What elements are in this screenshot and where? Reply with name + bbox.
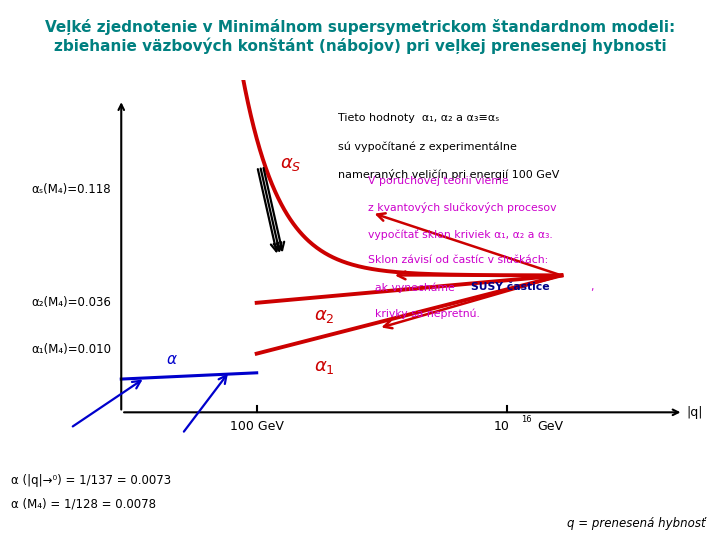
Text: |q|: |q| bbox=[687, 406, 703, 419]
Text: $\alpha_2$: $\alpha_2$ bbox=[314, 307, 335, 326]
Text: $\alpha_S$: $\alpha_S$ bbox=[280, 155, 302, 173]
Text: Tieto hodnoty  α₁, α₂ a α₃≡αₛ: Tieto hodnoty α₁, α₂ a α₃≡αₛ bbox=[338, 113, 500, 123]
Text: q = prenesená hybnosť: q = prenesená hybnosť bbox=[567, 517, 706, 530]
Text: $\alpha_1$: $\alpha_1$ bbox=[314, 359, 335, 376]
Text: α₁(M₄)=0.010: α₁(M₄)=0.010 bbox=[31, 343, 111, 356]
Text: nameraných veličín pri energií 100 GeV: nameraných veličín pri energií 100 GeV bbox=[338, 170, 559, 180]
Text: krivky sa nepretnú.: krivky sa nepretnú. bbox=[369, 309, 480, 319]
Text: GeV: GeV bbox=[538, 420, 564, 433]
Text: 10: 10 bbox=[494, 420, 510, 433]
Text: ak vynecháme: ak vynecháme bbox=[369, 282, 459, 293]
Text: SUSY častice: SUSY častice bbox=[472, 282, 550, 292]
Text: 100 GeV: 100 GeV bbox=[230, 420, 284, 433]
Text: sú vypočítané z experimentálne: sú vypočítané z experimentálne bbox=[338, 141, 517, 152]
Text: $\alpha$: $\alpha$ bbox=[166, 352, 178, 367]
Text: z kvantových slučkových procesov: z kvantových slučkových procesov bbox=[369, 202, 557, 213]
Text: α₂(M₄)=0.036: α₂(M₄)=0.036 bbox=[31, 296, 111, 309]
Text: V poruchovej teórii vieme: V poruchovej teórii vieme bbox=[369, 176, 509, 186]
Text: αₛ(M₄)=0.118: αₛ(M₄)=0.118 bbox=[32, 183, 111, 196]
Text: α (|q|→⁰) = 1/137 = 0.0073: α (|q|→⁰) = 1/137 = 0.0073 bbox=[11, 474, 171, 487]
Text: vypočítať sklon kriviek α₁, α₂ a α₃.: vypočítať sklon kriviek α₁, α₂ a α₃. bbox=[369, 229, 553, 240]
Text: Veļké zjednotenie v Minimálnom supersymetrickom štandardnom modeli:: Veļké zjednotenie v Minimálnom supersyme… bbox=[45, 19, 675, 35]
Text: 16: 16 bbox=[521, 415, 531, 424]
Text: ,: , bbox=[590, 282, 594, 292]
Text: zbiehanie väzbových konštánt (nábojov) pri veļkej prenesenej hybnosti: zbiehanie väzbových konštánt (nábojov) p… bbox=[54, 38, 666, 55]
Text: α (M₄) = 1/128 = 0.0078: α (M₄) = 1/128 = 0.0078 bbox=[11, 497, 156, 510]
Text: Sklon závisí od častíc v slučkách:: Sklon závisí od častíc v slučkách: bbox=[369, 255, 549, 266]
